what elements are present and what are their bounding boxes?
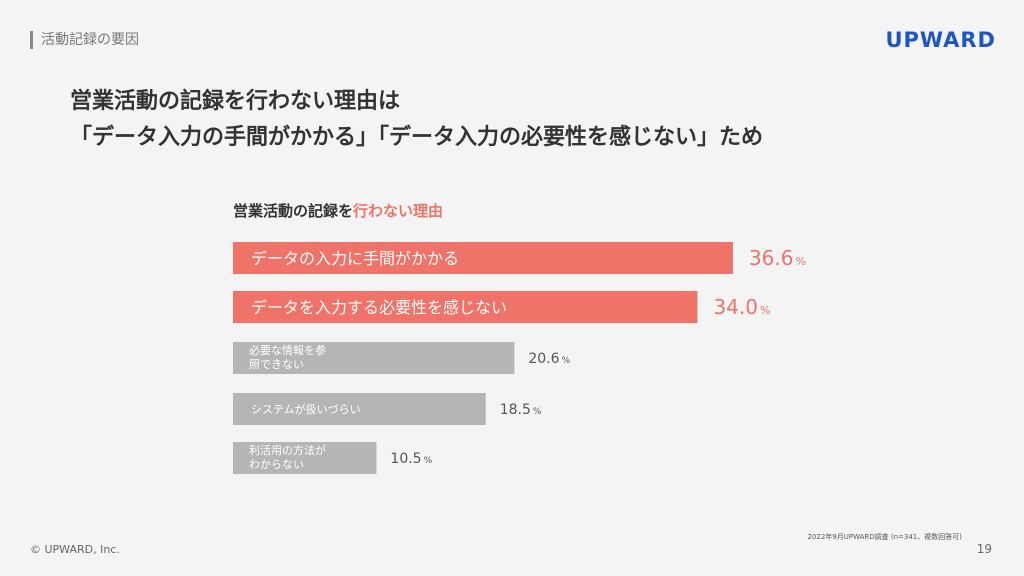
headline-line-2: 「データ入力の手間がかかる」「データ入力の必要性を感じない」ため bbox=[70, 125, 764, 150]
copyright: © UPWARD, Inc. bbox=[30, 543, 120, 556]
section-label: 活動記録の要因 bbox=[30, 31, 139, 49]
category-label-4: 利活用の方法がわからない bbox=[249, 443, 326, 471]
chart-title-prefix: 営業活動の記録を bbox=[233, 202, 354, 220]
headline: 営業活動の記録を行わない理由は 「データ入力の手間がかかる」「データ入力の必要性… bbox=[70, 84, 763, 156]
chart-title-highlight: 行わない理由 bbox=[353, 202, 444, 220]
chart-title: 営業活動の記録を行わない理由 bbox=[233, 200, 443, 221]
category-label-1: データを入力する必要性を感じない bbox=[251, 298, 507, 317]
value-label-4: 10.5% bbox=[390, 451, 432, 467]
bar-1 bbox=[233, 291, 698, 323]
bar-2 bbox=[233, 342, 515, 374]
headline-line-1: 営業活動の記録を行わない理由は bbox=[70, 89, 401, 114]
page-number: 19 bbox=[976, 542, 992, 556]
value-label-3: 18.5% bbox=[500, 402, 542, 418]
category-label-0: データの入力に手間がかかる bbox=[251, 249, 459, 268]
category-label-2: 必要な情報を参照できない bbox=[249, 343, 326, 371]
survey-note: 2022年9月UPWARD調査 (n=341、複数回答可) bbox=[807, 533, 962, 541]
category-label-3: システムが扱いづらい bbox=[251, 402, 361, 416]
value-label-0: 36.6% bbox=[749, 246, 806, 270]
value-label-1: 34.0% bbox=[713, 295, 770, 319]
bar-4 bbox=[233, 442, 377, 474]
brand-logo: UPWARD bbox=[885, 28, 996, 52]
bar-0 bbox=[233, 242, 733, 274]
value-label-2: 20.6% bbox=[528, 351, 570, 367]
bar-3 bbox=[233, 393, 486, 425]
